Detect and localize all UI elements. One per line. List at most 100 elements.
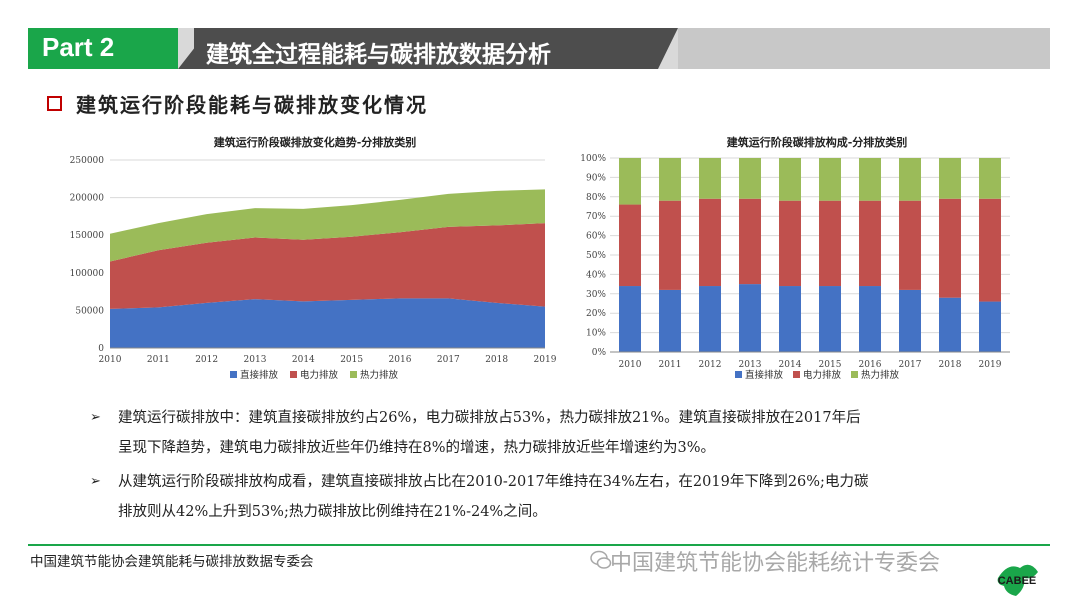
bar-chart-title: 建筑运行阶段碳排放构成-分排放类别 [727, 135, 908, 149]
bar-segment-电力排放 [979, 198, 1001, 302]
x-tick-label: 2011 [659, 360, 682, 370]
bar-segment-热力排放 [819, 158, 841, 201]
bar-segment-直接排放 [979, 301, 1001, 352]
part-label: Part 2 [42, 32, 115, 62]
y-tick-label: 40% [586, 270, 606, 280]
header-title-box: 建筑全过程能耗与碳排放数据分析 [178, 28, 678, 69]
bar-segment-电力排放 [739, 198, 761, 285]
legend-label: 电力排放 [300, 369, 339, 381]
y-tick-label: 80% [586, 193, 606, 203]
area-chart: 建筑运行阶段碳排放变化趋势-分排放类别 0 50000 100000 150000 20… [70, 135, 557, 381]
legend-swatch [350, 371, 357, 378]
x-tick-label: 2015 [819, 360, 842, 370]
header-title: 建筑全过程能耗与碳排放数据分析 [206, 42, 551, 68]
x-tick-label: 2014 [292, 355, 315, 365]
bullet-item: ➢ 建筑运行碳排放中：建筑直接碳排放约占26%，电力碳排放占53%，热力碳排放2… [90, 403, 1030, 463]
legend-label: 直接排放 [745, 369, 784, 381]
bar-segment-直接排放 [819, 286, 841, 352]
bar-segment-直接排放 [899, 289, 921, 352]
x-tick-label: 2011 [147, 355, 170, 365]
y-tick-label: 90% [586, 173, 606, 183]
legend-swatch [851, 371, 858, 378]
y-tick-label: 100% [580, 154, 606, 164]
square-bullet-icon [47, 95, 62, 111]
area-series-直接排放 [110, 298, 545, 348]
area-series-热力排放 [110, 189, 545, 262]
legend-label: 热力排放 [360, 369, 399, 381]
bar-segment-直接排放 [779, 286, 801, 352]
bar-segment-热力排放 [659, 158, 681, 201]
bar-segment-直接排放 [619, 286, 641, 352]
bar-segment-热力排放 [899, 158, 921, 201]
bullet-text-line: 从建筑运行阶段碳排放构成看，建筑直接碳排放占比在2010-2017年维持在34%… [118, 474, 869, 490]
area-series-电力排放 [110, 223, 545, 309]
x-tick-label: 2013 [244, 355, 267, 365]
arrow-bullet-icon: ➢ [90, 410, 101, 425]
y-tick-label: 0% [592, 348, 607, 358]
legend-swatch [230, 371, 237, 378]
legend-label: 热力排放 [861, 369, 900, 381]
y-tick-label: 0 [98, 344, 104, 354]
y-tick-label: 30% [586, 290, 606, 300]
logo-text: CABEE [998, 575, 1037, 587]
x-tick-label: 2013 [739, 360, 762, 370]
wechat-icon [590, 550, 612, 569]
watermark: 中国建筑节能协会能耗统计专委会 [610, 551, 941, 576]
y-tick-label: 70% [586, 212, 606, 222]
bullet-list: ➢ 建筑运行碳排放中：建筑直接碳排放约占26%，电力碳排放占53%，热力碳排放2… [90, 403, 1030, 531]
legend-swatch [735, 371, 742, 378]
footer-divider [28, 544, 1050, 546]
bullet-text-line: 建筑运行碳排放中：建筑直接碳排放约占26%，电力碳排放占53%，热力碳排放21%… [118, 410, 861, 426]
x-tick-label: 2017 [437, 355, 460, 365]
x-tick-label: 2010 [99, 355, 122, 365]
legend-swatch [793, 371, 800, 378]
bar-segment-直接排放 [859, 286, 881, 352]
bar-segment-直接排放 [739, 284, 761, 352]
x-tick-label: 2010 [619, 360, 642, 370]
bar-segment-热力排放 [859, 158, 881, 201]
header-banner: Part 2 建筑全过程能耗与碳排放数据分析 [28, 28, 1050, 69]
bar-segment-电力排放 [699, 198, 721, 287]
footer-org: 中国建筑节能协会建筑能耗与碳排放数据专委会 [30, 554, 314, 570]
y-tick-label: 50% [586, 251, 606, 261]
bar-segment-直接排放 [699, 286, 721, 352]
y-tick-label: 200000 [70, 194, 105, 204]
x-tick-label: 2016 [389, 355, 412, 365]
y-tick-label: 50000 [75, 306, 104, 316]
x-tick-label: 2018 [485, 355, 508, 365]
arrow-bullet-icon: ➢ [90, 474, 101, 489]
bar-segment-热力排放 [739, 158, 761, 199]
bar-segment-热力排放 [619, 158, 641, 205]
bar-segment-电力排放 [859, 200, 881, 287]
x-tick-label: 2012 [699, 360, 722, 370]
y-tick-label: 10% [586, 329, 606, 339]
cabee-logo: CABEE [997, 564, 1038, 596]
x-tick-label: 2016 [859, 360, 882, 370]
bar-segment-直接排放 [939, 297, 961, 352]
y-tick-label: 60% [586, 232, 606, 242]
area-chart-title: 建筑运行阶段碳排放变化趋势-分排放类别 [214, 135, 417, 149]
bullet-text-line: 排放则从42%上升到53%;热力碳排放比例维持在21%-24%之间。 [118, 504, 547, 520]
bar-segment-电力排放 [619, 204, 641, 287]
x-tick-label: 2019 [979, 360, 1002, 370]
x-tick-label: 2018 [939, 360, 962, 370]
bar-segment-电力排放 [819, 200, 841, 287]
y-tick-label: 150000 [70, 231, 105, 241]
x-tick-label: 2015 [340, 355, 363, 365]
bar-segment-热力排放 [699, 158, 721, 199]
part-label-box: Part 2 [28, 28, 178, 69]
bar-segment-热力排放 [939, 158, 961, 199]
bar-segment-直接排放 [659, 289, 681, 352]
section-heading: 建筑运行阶段能耗与碳排放变化情况 [47, 90, 428, 117]
bar-segment-电力排放 [659, 200, 681, 290]
x-tick-label: 2012 [195, 355, 218, 365]
y-tick-label: 100000 [70, 269, 105, 279]
legend-label: 电力排放 [803, 369, 842, 381]
bar-segment-电力排放 [779, 200, 801, 287]
x-tick-label: 2019 [534, 355, 557, 365]
bullet-text-line: 呈现下降趋势，建筑电力碳排放近些年仍维持在8%的增速，热力碳排放近些年增速约为3… [118, 440, 716, 456]
y-tick-label: 250000 [70, 156, 105, 166]
x-tick-label: 2017 [899, 360, 922, 370]
y-tick-label: 20% [586, 309, 606, 319]
header-tail [678, 28, 1050, 69]
